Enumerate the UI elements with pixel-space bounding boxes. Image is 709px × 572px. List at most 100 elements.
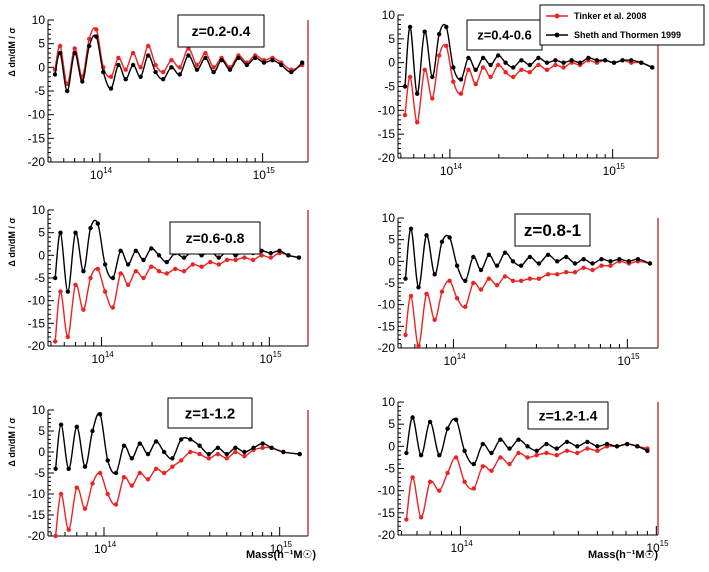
data-point: [88, 275, 93, 281]
data-point: [87, 36, 92, 42]
data-point: [116, 55, 121, 61]
y-tick-label: 5: [38, 226, 45, 240]
y-tick-label: 5: [388, 32, 395, 46]
data-point: [620, 58, 625, 63]
y-tick-label: -15: [378, 127, 396, 141]
data-point: [590, 267, 595, 273]
data-point: [639, 60, 644, 65]
data-point: [480, 55, 486, 61]
data-point: [451, 65, 456, 70]
series-sheth: [404, 415, 650, 467]
data-point: [402, 112, 408, 118]
data-point: [81, 307, 86, 312]
y-tick-label: -20: [28, 339, 46, 353]
data-point: [203, 55, 208, 61]
data-point: [72, 50, 77, 56]
data-point: [494, 283, 500, 288]
y-axis-label: Δ dn/dM / σ: [7, 217, 17, 266]
data-point: [617, 257, 622, 262]
data-point: [486, 276, 492, 281]
data-point: [511, 74, 516, 80]
data-point: [445, 470, 450, 476]
series-line: [54, 446, 300, 537]
data-point: [536, 55, 541, 61]
panel-label: z=0.6-0.8: [186, 230, 245, 246]
data-point: [94, 27, 99, 32]
data-point: [554, 453, 559, 458]
data-point: [146, 53, 151, 58]
data-point: [129, 483, 134, 488]
data-point: [447, 235, 452, 240]
x-tick-label-1e14: 1014: [90, 166, 113, 182]
data-point: [427, 419, 433, 425]
series-tinker: [53, 445, 302, 539]
data-point: [188, 437, 193, 442]
data-point: [463, 304, 468, 309]
x-axis-label-left: Mass(h⁻¹M☉): [246, 549, 316, 561]
y-tick-label: -15: [28, 131, 46, 145]
panel-2: 10 5 0 -5 -10 -15 -20 1014 1015 z=0.4-0.6: [378, 8, 659, 178]
y-tick-label: 5: [388, 417, 395, 431]
y-tick-label: 0: [38, 248, 45, 262]
data-point: [74, 424, 80, 429]
data-point: [242, 454, 247, 459]
data-point: [430, 96, 435, 101]
data-point: [424, 291, 429, 296]
data-point: [503, 70, 508, 75]
data-point: [58, 230, 63, 235]
data-point: [478, 287, 484, 292]
data-point: [208, 259, 213, 265]
data-point: [242, 449, 247, 455]
data-point: [170, 464, 175, 469]
data-point: [430, 74, 435, 80]
data-point: [625, 441, 630, 447]
data-point: [447, 278, 452, 283]
data-point: [408, 293, 414, 299]
data-point: [418, 453, 424, 458]
data-point: [581, 265, 586, 270]
data-point: [564, 439, 570, 445]
data-point: [599, 257, 604, 262]
series-line: [54, 252, 300, 342]
data-point: [561, 60, 566, 65]
data-point: [286, 253, 291, 258]
data-point: [471, 280, 476, 286]
data-point: [439, 239, 445, 244]
y-tick-label: 0: [388, 56, 395, 70]
y-tick-label: 5: [38, 424, 45, 438]
data-point: [555, 259, 560, 264]
data-point: [113, 502, 119, 507]
data-point: [149, 246, 154, 251]
x-tick-label-1e15: 1015: [259, 350, 282, 366]
data-point: [403, 332, 408, 338]
x-axis-label-right: Mass(h⁻¹M☉): [588, 549, 658, 561]
data-point: [590, 261, 595, 266]
data-point: [146, 43, 151, 49]
y-tick-label: 10: [32, 203, 46, 217]
data-point: [88, 225, 93, 231]
data-point: [480, 65, 486, 70]
data-point: [170, 456, 175, 461]
data-point: [81, 269, 86, 274]
data-point: [216, 255, 221, 260]
data-point: [224, 451, 229, 457]
series-sheth: [402, 23, 655, 96]
data-point: [510, 278, 516, 283]
data-point: [108, 86, 114, 91]
y-tick-label: 10: [382, 395, 396, 409]
data-point: [564, 448, 570, 453]
data-point: [554, 446, 559, 451]
data-point: [181, 269, 187, 274]
data-point: [473, 67, 478, 73]
data-point: [260, 441, 265, 446]
data-point: [123, 77, 128, 82]
data-point: [473, 81, 478, 87]
data-point: [268, 255, 273, 260]
y-tick-label: -10: [28, 108, 46, 122]
data-point: [277, 248, 282, 253]
data-point: [269, 445, 274, 450]
data-point: [53, 466, 58, 471]
data-point: [444, 43, 449, 49]
data-point: [415, 91, 420, 96]
